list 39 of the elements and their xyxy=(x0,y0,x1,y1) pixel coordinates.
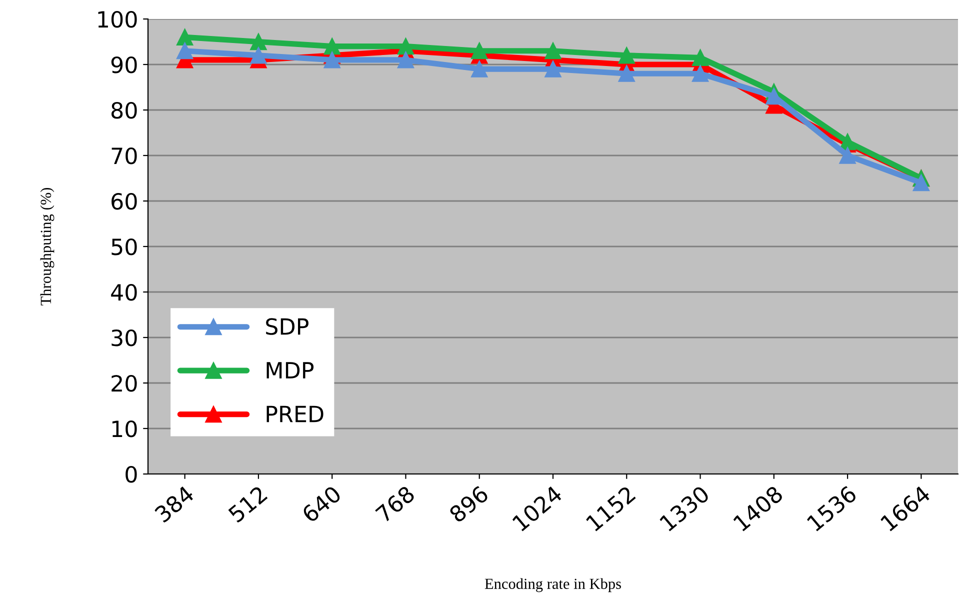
y-tick-label: 70 xyxy=(112,147,137,164)
point xyxy=(618,65,635,82)
point xyxy=(397,38,414,55)
point xyxy=(176,28,194,46)
x-axis-title: Encoding rate in Kbps xyxy=(484,578,621,592)
point xyxy=(912,174,930,192)
y-tick-label: 90 xyxy=(111,56,137,74)
y-tick-label: 60 xyxy=(112,192,137,210)
point xyxy=(544,42,562,60)
y-tick-label: 40 xyxy=(111,284,137,301)
y-tick-label: 80 xyxy=(112,102,137,119)
point xyxy=(250,47,267,64)
y-tick-label: 0 xyxy=(126,466,137,483)
legend-label: MDP xyxy=(266,362,314,378)
y-tick-label: 100 xyxy=(98,10,137,28)
legend-label: PRED xyxy=(266,406,324,422)
point xyxy=(250,33,267,50)
y-tick-label: 50 xyxy=(112,238,137,256)
y-tick-label: 20 xyxy=(112,374,137,392)
point xyxy=(692,49,709,66)
point xyxy=(324,52,340,68)
point xyxy=(397,52,414,68)
x-tick-label: 640 xyxy=(301,484,342,524)
y-tick-label: 30 xyxy=(112,329,137,346)
point xyxy=(692,65,709,82)
x-tick-label: 384 xyxy=(154,484,195,524)
point xyxy=(471,60,488,78)
x-tick-label: 896 xyxy=(448,484,490,524)
point xyxy=(544,60,562,78)
point xyxy=(176,42,194,60)
legend-label: SDP xyxy=(266,318,308,335)
point xyxy=(618,47,635,64)
point xyxy=(839,147,856,164)
point xyxy=(471,42,488,60)
y-axis-title: Throughputing (%) xyxy=(40,188,54,306)
x-tick-label: 768 xyxy=(374,485,416,523)
point xyxy=(324,38,340,55)
y-tick-label: 10 xyxy=(112,420,137,438)
x-tick-label: 512 xyxy=(228,485,268,524)
